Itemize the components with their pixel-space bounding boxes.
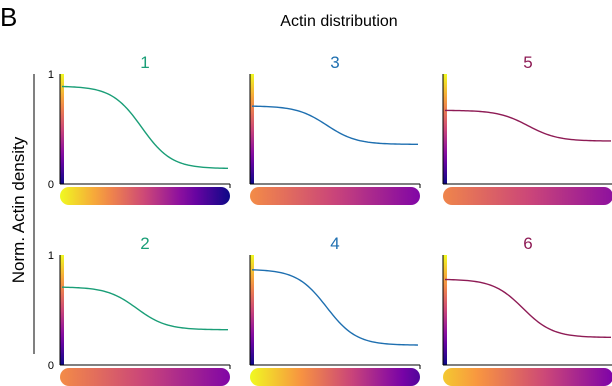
panel-2: 1 0 2 — [48, 234, 231, 386]
y-tick-label: 0 — [48, 360, 54, 372]
panel-title: 3 — [330, 53, 339, 72]
y-axis-label: Norm. Actin density — [9, 136, 28, 283]
y-colorbar — [443, 255, 447, 365]
colormap-bar — [250, 368, 420, 386]
panel-3: 3 — [249, 53, 421, 205]
panel-6: 6 — [442, 234, 612, 386]
y-colorbar — [250, 74, 254, 184]
panel-letter: B — [0, 2, 17, 32]
y-colorbar — [250, 255, 254, 365]
series-line — [444, 278, 612, 339]
y-tick-label: 1 — [48, 250, 54, 262]
panels: 1 0 1 3 5 1 0 2 4 6 — [48, 53, 612, 386]
panel-title: 4 — [330, 234, 339, 253]
y-tick-label: 1 — [48, 69, 54, 81]
y-tick-label: 0 — [48, 179, 54, 191]
series-line — [444, 109, 612, 142]
y-colorbar — [60, 74, 64, 184]
series-line — [251, 105, 419, 146]
panel-title: 2 — [140, 234, 149, 253]
panel-title: 6 — [523, 234, 532, 253]
chart-title: Actin distribution — [280, 13, 397, 30]
panel-title: 5 — [523, 53, 532, 72]
panel-4: 4 — [249, 234, 421, 386]
series-line — [251, 269, 419, 346]
colormap-bar — [250, 187, 420, 205]
panel-title: 1 — [140, 53, 149, 72]
colormap-bar — [60, 187, 230, 205]
y-colorbar — [60, 255, 64, 365]
y-colorbar — [443, 74, 447, 184]
colormap-bar — [443, 368, 612, 386]
series-line — [61, 286, 229, 331]
panel-5: 5 — [442, 53, 612, 205]
panel-1: 1 0 1 — [48, 53, 231, 205]
colormap-bar — [443, 187, 612, 205]
colormap-bar — [60, 368, 230, 386]
series-line — [61, 85, 229, 170]
